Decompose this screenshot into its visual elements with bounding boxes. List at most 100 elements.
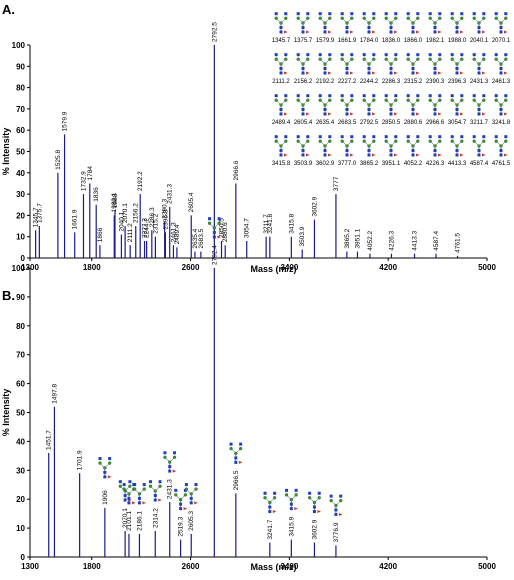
- glycan-square: [411, 149, 415, 152]
- glycan-icon: [428, 12, 442, 34]
- glycan-square: [433, 67, 437, 70]
- glycan-square: [384, 12, 388, 16]
- glycan-fucose: [306, 112, 310, 116]
- glycan-icon: [296, 94, 310, 116]
- inset-label: 4052.2: [404, 161, 423, 167]
- x-tick-label: 3400: [280, 562, 298, 571]
- glycan-square: [482, 53, 486, 57]
- y-tick-label: 0: [21, 254, 26, 263]
- glycan-circle: [274, 139, 278, 143]
- glycan-circle: [504, 16, 508, 20]
- glycan-square: [345, 67, 349, 70]
- glycan-fucose: [416, 112, 420, 116]
- y-tick-label: 100: [12, 264, 26, 273]
- glycan-circle: [389, 103, 393, 107]
- glycan-circle: [455, 103, 459, 107]
- glycan-circle: [433, 103, 437, 107]
- peak-label: 2683.5: [198, 228, 205, 248]
- glycan-circle: [406, 16, 410, 20]
- glycan-square: [301, 30, 305, 34]
- glycan-fucose: [328, 30, 332, 34]
- glycan-square: [499, 26, 503, 29]
- glycan-square: [389, 149, 393, 152]
- peak-label: 3415.8: [288, 213, 295, 233]
- glycan-square: [450, 53, 454, 57]
- glycan-fucose: [394, 112, 398, 116]
- glycan-circle: [296, 16, 300, 20]
- glycan-square: [318, 12, 322, 16]
- glycan-square: [98, 457, 102, 461]
- glycan-square: [428, 135, 432, 139]
- glycan-square: [394, 53, 398, 57]
- peak-label: 3602.9: [311, 519, 318, 539]
- glycan-square: [372, 94, 376, 98]
- glycan-icon: [207, 217, 221, 239]
- glycan-circle: [455, 144, 459, 148]
- glycan-square: [477, 112, 481, 116]
- glycan-square: [317, 491, 321, 495]
- glycan-circle: [183, 493, 188, 497]
- glycan-circle: [389, 62, 393, 66]
- inset-label: 2227.2: [338, 79, 357, 85]
- glycan-circle: [433, 62, 437, 66]
- glycan-fucose: [306, 30, 310, 34]
- glycan-square: [279, 149, 283, 152]
- peak-label: 2605.4: [188, 192, 195, 212]
- glycan-circle: [482, 16, 486, 20]
- glycan-icon: [494, 12, 508, 34]
- y-tick-label: 40: [16, 169, 25, 178]
- glycan-icon: [318, 94, 332, 116]
- glycan-fucose: [306, 153, 310, 157]
- glycan-fucose: [460, 153, 464, 157]
- glycan-icon: [472, 94, 486, 116]
- glycan-circle: [372, 98, 376, 102]
- glycan-square: [362, 135, 366, 139]
- peak-label: 1661.9: [72, 209, 79, 229]
- glycan-square: [279, 112, 283, 116]
- glycan-square: [362, 12, 366, 16]
- glycan-circle: [194, 487, 198, 491]
- glycan-square: [279, 71, 283, 75]
- glycan-square: [296, 12, 300, 16]
- x-tick-label: 2600: [182, 263, 200, 272]
- glycan-square: [406, 12, 410, 16]
- glycan-circle: [350, 57, 354, 61]
- peak-label: 2605.3: [188, 511, 195, 531]
- peak-label: 2519.3: [178, 516, 185, 536]
- glycan-fucose: [438, 153, 442, 157]
- glycan-square: [384, 53, 388, 57]
- glycan-icon: [384, 94, 398, 116]
- glycan-icon: [340, 12, 354, 34]
- y-axis-label: % Intensity: [1, 389, 11, 437]
- glycan-circle: [107, 461, 112, 465]
- inset-label: 1988.0: [448, 38, 467, 44]
- glycan-circle: [340, 57, 344, 61]
- glycan-square: [472, 12, 476, 16]
- glycan-square: [284, 53, 288, 57]
- inset-label: 2390.3: [426, 79, 445, 85]
- glycan-circle: [477, 21, 481, 25]
- peak-label: 2227.2: [142, 218, 149, 238]
- glycan-icon: [98, 457, 112, 479]
- glycan-square: [499, 108, 503, 111]
- glycan-fucose: [328, 71, 332, 75]
- peak-label: 2966.6: [233, 160, 240, 180]
- glycan-square: [339, 494, 343, 498]
- glycan-square: [372, 12, 376, 16]
- peak-label: 2880.6: [222, 222, 229, 242]
- glycan-square: [411, 153, 415, 157]
- glycan-square: [433, 112, 437, 116]
- glycan-icon: [428, 53, 442, 75]
- glycan-square: [274, 94, 278, 98]
- glycan-circle: [499, 21, 503, 25]
- peak-label: 4761.5: [455, 233, 462, 253]
- peak-label: 2315.2: [152, 213, 159, 233]
- glycan-square: [306, 135, 310, 139]
- glycan-fucose: [372, 71, 376, 75]
- glycan-square: [279, 30, 283, 34]
- glycan-icon: [318, 135, 332, 157]
- glycan-circle: [350, 139, 354, 143]
- peak-label: 1451.7: [46, 430, 53, 450]
- x-tick-label: 1800: [83, 562, 101, 571]
- inset-label: 3211.7: [470, 120, 489, 126]
